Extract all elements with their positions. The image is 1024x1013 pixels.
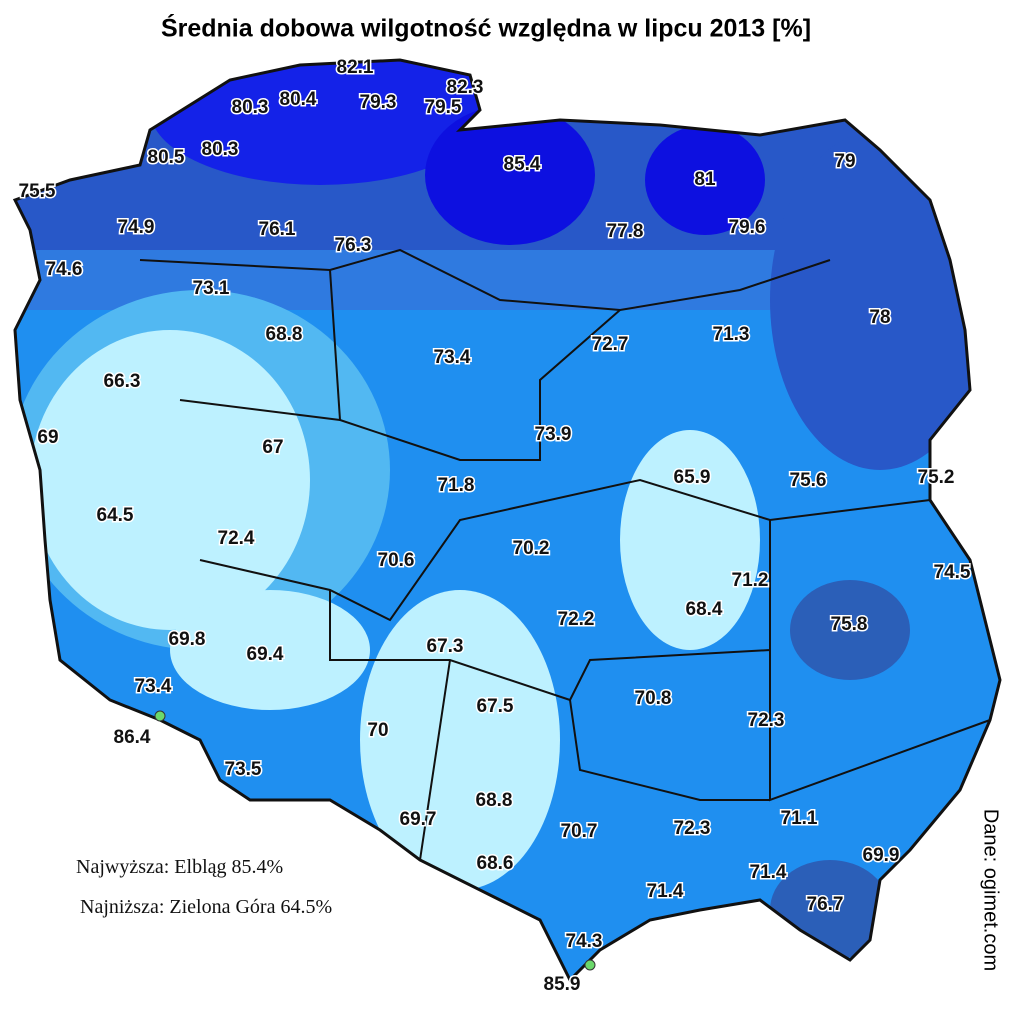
station-dot <box>154 710 166 722</box>
station-value: 73.4 <box>135 676 172 697</box>
station-value: 72.4 <box>218 528 255 549</box>
station-value: 70 <box>367 720 388 741</box>
station-value: 69.9 <box>863 845 900 866</box>
note-highest: Najwyższa: Elbląg 85.4% <box>76 856 283 878</box>
source: Dane: ogimet.com <box>980 809 1002 971</box>
station-value: 78 <box>869 307 890 328</box>
station-value: 79 <box>834 151 855 172</box>
station-value: 67 <box>262 437 283 458</box>
station-value: 85.4 <box>504 154 541 175</box>
station-value: 76.7 <box>807 894 844 915</box>
station-value: 70.7 <box>561 821 598 842</box>
station-value: 68.8 <box>266 324 303 345</box>
station-value: 75.6 <box>790 470 827 491</box>
station-value: 70.6 <box>378 550 415 571</box>
station-value: 74.6 <box>46 259 83 280</box>
title: Średnia dobowa wilgotność względna w lip… <box>161 13 811 43</box>
station-value: 73.5 <box>225 759 262 780</box>
station-value: 79.6 <box>729 217 766 238</box>
station-dot <box>584 959 596 971</box>
station-value: 69 <box>37 427 58 448</box>
station-value: 70.2 <box>513 538 550 559</box>
station-value: 80.5 <box>148 147 185 168</box>
station-value: 68.8 <box>476 790 513 811</box>
station-value: 67.5 <box>477 696 514 717</box>
station-value: 72.3 <box>748 710 785 731</box>
station-value: 77.8 <box>607 221 644 242</box>
station-value: 74.5 <box>934 562 971 583</box>
station-value: 69.8 <box>169 629 206 650</box>
station-value: 82.1 <box>337 57 374 78</box>
station-value: 64.5 <box>97 505 134 526</box>
region-borders <box>139 248 991 861</box>
station-value: 76.1 <box>259 219 296 240</box>
station-value: 73.4 <box>434 347 471 368</box>
station-value: 69.4 <box>247 644 284 665</box>
station-value: 74.3 <box>566 931 603 952</box>
station-value: 65.9 <box>674 467 711 488</box>
station-value: 72.7 <box>592 334 629 355</box>
station-value: 71.4 <box>647 881 684 902</box>
station-value: 72.2 <box>558 609 595 630</box>
station-value: 72.3 <box>674 818 711 839</box>
station-value: 79.3 <box>360 92 397 113</box>
station-value: 79.5 <box>425 97 462 118</box>
station-value: 80.3 <box>232 97 269 118</box>
station-value: 71.1 <box>781 808 818 829</box>
station-value: 69.7 <box>400 809 437 830</box>
station-value: 85.9 <box>544 974 581 995</box>
station-value: 68.6 <box>477 853 514 874</box>
station-value: 81 <box>694 169 716 190</box>
station-value: 80.4 <box>280 89 317 110</box>
station-value: 67.3 <box>427 636 464 657</box>
note-lowest: Najniższa: Zielona Góra 64.5% <box>80 896 332 918</box>
station-value: 71.2 <box>732 570 769 591</box>
country-border <box>12 58 1002 983</box>
station-value: 71.3 <box>713 324 750 345</box>
station-value: 73.9 <box>535 424 572 445</box>
station-value: 70.8 <box>635 688 672 709</box>
stations: 82.1 82.3 80.3 80.4 79.3 79.5 80.5 80.3 85.4 81 79… <box>17 56 972 997</box>
station-value: 71.4 <box>750 862 787 883</box>
station-value: 75.8 <box>831 614 868 635</box>
station-value: 80.3 <box>202 139 239 160</box>
station-value: 74.9 <box>118 217 155 238</box>
station-value: 73.1 <box>193 278 230 299</box>
station-value: 75.5 <box>19 181 56 202</box>
station-value: 82.3 <box>447 77 484 98</box>
station-value: 68.4 <box>686 599 723 620</box>
station-value: 71.8 <box>438 475 475 496</box>
station-value: 76.3 <box>335 235 372 256</box>
station-value: 75.2 <box>918 467 955 488</box>
station-value: 86.4 <box>114 727 151 748</box>
station-value: 66.3 <box>104 371 141 392</box>
